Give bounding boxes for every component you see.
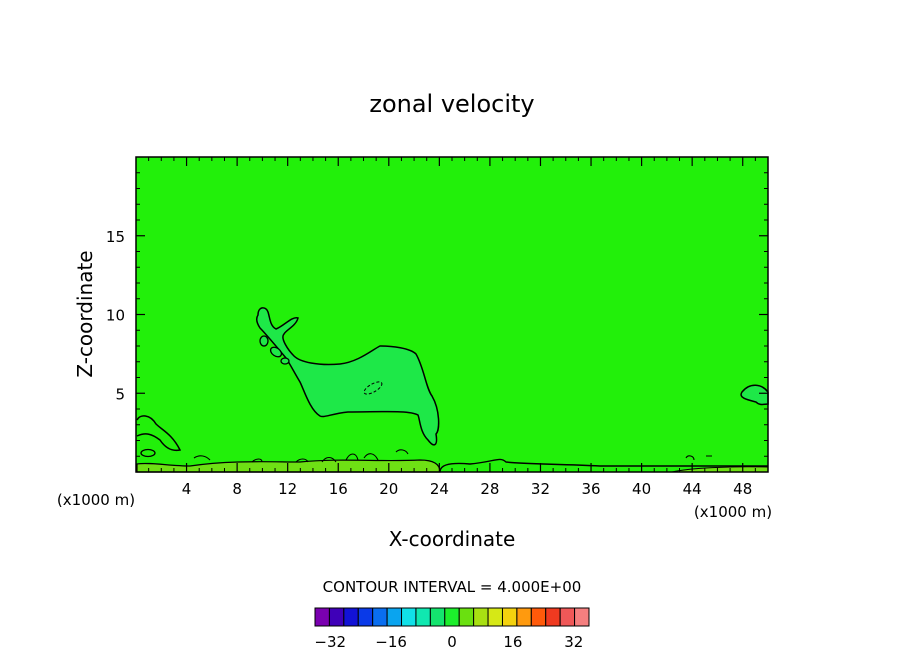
colorbar-swatch xyxy=(473,607,489,627)
contour-left-bottom xyxy=(136,415,182,452)
contour-region-negative xyxy=(255,307,440,446)
x-tick-label: 20 xyxy=(379,480,398,498)
contour-island xyxy=(259,335,269,347)
contour-dashed-inner xyxy=(363,381,383,395)
colorbar-swatch xyxy=(372,607,388,627)
y-tick-labels: 5 10 15 xyxy=(106,228,125,404)
contour-bottom-band xyxy=(136,459,441,473)
colorbar-tick-label: 32 xyxy=(564,633,583,651)
colorbar-swatch xyxy=(386,607,403,627)
contour-island xyxy=(269,346,283,358)
x-tick-label: 12 xyxy=(278,480,297,498)
colorbar-swatch xyxy=(444,607,460,627)
x-tick-label: 32 xyxy=(531,480,550,498)
y-tick-label: 5 xyxy=(115,385,125,403)
x-tick-label: 48 xyxy=(733,480,752,498)
contour-island xyxy=(140,448,156,458)
colorbar-tick-labels: −32 −16 0 16 32 xyxy=(314,633,583,651)
x-tick-label: 24 xyxy=(430,480,449,498)
plot-background xyxy=(136,157,768,472)
colorbar-swatch xyxy=(516,607,532,627)
x-unit-left: (x1000 m) xyxy=(57,491,135,509)
x-tick-label: 36 xyxy=(581,480,600,498)
x-tick-label: 44 xyxy=(683,480,702,498)
colorbar-swatch xyxy=(343,607,359,627)
contour-island xyxy=(280,357,290,365)
colorbar-swatch xyxy=(559,607,576,627)
x-tick-label: 8 xyxy=(232,480,242,498)
y-axis-label: Z-coordinate xyxy=(73,250,97,377)
colorbar-swatch xyxy=(530,607,547,627)
colorbar-swatch xyxy=(429,607,446,627)
colorbar-swatch xyxy=(501,607,518,627)
x-tick-label: 4 xyxy=(182,480,192,498)
colorbar-tick-label: −32 xyxy=(314,633,346,651)
axis-ticks xyxy=(136,157,768,472)
colorbar-swatch xyxy=(314,607,330,627)
colorbar-tick-label: −16 xyxy=(375,633,407,651)
plot-area xyxy=(135,156,769,473)
colorbar-swatch xyxy=(328,607,345,627)
x-tick-label: 16 xyxy=(329,480,348,498)
chart-title: zonal velocity xyxy=(369,90,534,118)
x-unit-right: (x1000 m) xyxy=(694,503,772,521)
colorbar xyxy=(314,607,590,627)
colorbar-tick-label: 16 xyxy=(503,633,522,651)
contour-interval-label: CONTOUR INTERVAL = 4.000E+00 xyxy=(323,578,582,596)
colorbar-swatch xyxy=(487,607,503,627)
contour-bottom-line xyxy=(439,458,768,473)
x-tick-labels: 4 8 12 16 20 24 28 32 36 40 44 48 xyxy=(182,480,752,498)
colorbar-swatch xyxy=(401,607,417,627)
colorbar-swatch xyxy=(574,607,590,627)
colorbar-swatch xyxy=(415,607,431,627)
x-axis-label: X-coordinate xyxy=(389,527,516,551)
colorbar-swatch xyxy=(357,607,374,627)
y-tick-label: 10 xyxy=(106,307,125,325)
y-tick-label: 15 xyxy=(106,228,125,246)
contour-bottom-wiggle xyxy=(193,449,712,463)
x-tick-label: 40 xyxy=(632,480,651,498)
colorbar-swatch xyxy=(458,607,475,627)
x-tick-label: 28 xyxy=(480,480,499,498)
colorbar-swatch xyxy=(545,607,561,627)
colorbar-tick-label: 0 xyxy=(447,633,457,651)
contour-right xyxy=(740,384,769,406)
